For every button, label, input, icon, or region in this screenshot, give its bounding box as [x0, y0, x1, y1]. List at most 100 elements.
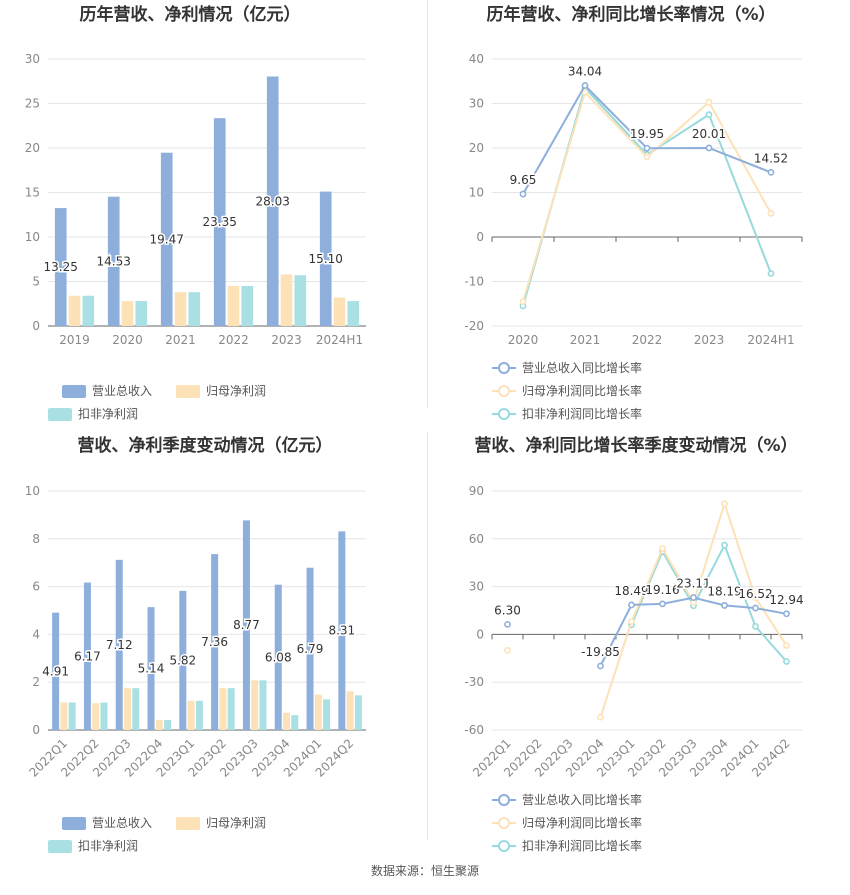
data-label: 9.65 [510, 173, 537, 187]
data-label: 14.52 [754, 151, 788, 165]
divider-bottom [427, 432, 428, 840]
point-扣非净利润同比增长率 [705, 111, 713, 119]
y-tick-label: 15 [25, 186, 40, 200]
data-label: 6.30 [494, 603, 521, 617]
y-tick-label: 8 [32, 532, 40, 546]
legend-swatch [498, 362, 510, 374]
chart-title: 营收、净利同比增长率季度变动情况（%） [474, 435, 797, 456]
point-归母净利润同比增长率 [519, 298, 527, 305]
bar-扣非净利润 [82, 295, 95, 326]
chart-title: 历年营收、净利同比增长率情况（%） [486, 4, 775, 25]
divider-top [427, 0, 428, 408]
point-营业总收入同比增长率 [597, 662, 604, 670]
bar-归母净利润 [187, 700, 195, 730]
point-归母净利润同比增长率 [643, 153, 651, 161]
data-label: 7.36 [201, 635, 228, 649]
legend-label: 归母净利润 [206, 384, 266, 398]
point-归母净利润同比增长率 [767, 210, 775, 217]
y-tick-label: 10 [25, 484, 40, 498]
x-tick-label: 2022 [218, 333, 249, 347]
data-label: 7.12 [106, 638, 133, 652]
x-tick-label: 2019 [59, 333, 90, 347]
bar-营业总收入 [242, 520, 250, 730]
bar-营业总收入 [213, 118, 226, 326]
bar-归母净利润 [314, 694, 322, 730]
legend-label: 营业总收入同比增长率 [522, 360, 642, 375]
point-归母净利润同比增长率 [597, 713, 604, 721]
data-label: 5.14 [138, 662, 165, 676]
bar-营业总收入 [83, 582, 91, 730]
y-tick-label: 6 [32, 580, 40, 594]
x-tick-label: 2022 [632, 333, 663, 347]
data-label: 23.35 [203, 215, 237, 229]
legend-label: 归母净利润 [206, 816, 266, 830]
point-营业总收入同比增长率 [643, 144, 651, 152]
bar-归母净利润 [68, 295, 81, 326]
y-tick-label: 25 [25, 97, 40, 111]
data-label: 20.01 [692, 127, 726, 141]
legend-swatch [48, 840, 72, 853]
data-label: 14.53 [97, 254, 131, 268]
chart-annual-revenue-profit: 历年营收、净利情况（亿元） 0 5 10 15 20 25 30 2019 2020 2021 202… [25, 4, 366, 421]
y-tick-label: 10 [25, 230, 40, 244]
point-营业总收入同比增长率 [504, 620, 511, 628]
legend-label: 归母净利润同比增长率 [522, 815, 642, 830]
legend-label: 归母净利润同比增长率 [522, 383, 642, 398]
bar-扣非净利润 [132, 688, 140, 730]
legend-swatch [62, 817, 86, 830]
bar-扣非净利润 [164, 719, 172, 730]
chart-title: 营收、净利季度变动情况（亿元） [78, 435, 333, 456]
y-tick-label: 10 [469, 186, 484, 200]
point-归母净利润同比增长率 [581, 88, 589, 96]
point-扣非净利润同比增长率 [767, 270, 775, 277]
x-tick-label: 2021 [570, 333, 601, 347]
bar-归母净利润 [219, 688, 227, 730]
point-营业总收入同比增长率 [783, 610, 790, 618]
bar-营业总收入 [54, 208, 67, 326]
point-归母净利润同比增长率 [752, 594, 759, 602]
data-label: 34.04 [568, 65, 602, 79]
y-tick-label: -10 [464, 275, 484, 289]
legend-swatch [498, 385, 510, 397]
point-营业总收入同比增长率 [628, 601, 635, 609]
data-label: 5.82 [169, 653, 196, 667]
point-营业总收入同比增长率 [690, 594, 697, 601]
legend-swatch [176, 385, 200, 398]
data-label: 13.25 [44, 260, 78, 274]
bar-归母净利润 [280, 274, 293, 326]
legend-label: 扣非净利润 [78, 407, 138, 421]
bar-营业总收入 [160, 152, 173, 326]
y-tick-label: -20 [464, 319, 484, 333]
line-扣非净利润同比增长率 [630, 542, 788, 663]
y-tick-label: 20 [469, 141, 484, 155]
bar-营业总收入 [147, 607, 155, 730]
point-归母净利润同比增长率 [504, 646, 511, 654]
point-营业总收入同比增长率 [581, 82, 589, 89]
data-label: 19.16 [645, 583, 679, 597]
bar-扣非净利润 [195, 700, 203, 730]
bar-营业总收入 [319, 191, 332, 326]
chart-quarterly-revenue-profit: 营收、净利季度变动情况（亿元）02468102022Q12022Q22022Q3… [25, 435, 366, 853]
point-归母净利润同比增长率 [783, 642, 790, 649]
bar-扣非净利润 [135, 301, 148, 326]
bar-扣非净利润 [227, 688, 235, 730]
bar-营业总收入 [266, 76, 279, 327]
data-label: 19.47 [150, 232, 184, 246]
chart-quarterly-growth-rate: 营收、净利同比增长率季度变动情况（%）-60-3003060902022Q120… [464, 435, 805, 853]
bar-扣非净利润 [241, 285, 254, 326]
bar-营业总收入 [338, 531, 346, 730]
bar-扣非净利润 [100, 702, 108, 730]
legend-label: 扣非净利润同比增长率 [522, 406, 642, 421]
x-tick-label: 2023 [271, 333, 302, 347]
x-tick-label: 2021 [165, 333, 196, 347]
data-label: 16.52 [738, 587, 772, 601]
point-营业总收入同比增长率 [752, 604, 759, 612]
legend-swatch [498, 408, 510, 420]
bar-扣非净利润 [68, 702, 76, 730]
legend-swatch [498, 817, 510, 829]
point-扣非净利润同比增长率 [721, 541, 728, 549]
y-tick-label: 30 [25, 52, 40, 66]
point-归母净利润同比增长率 [721, 500, 728, 508]
